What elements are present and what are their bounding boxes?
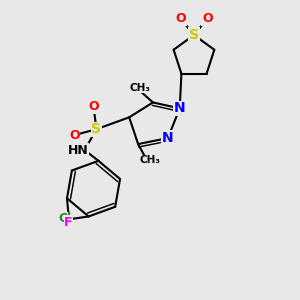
Text: O: O: [88, 100, 99, 113]
Text: O: O: [69, 129, 80, 142]
Text: N: N: [174, 101, 185, 116]
Text: S: S: [92, 122, 101, 136]
Text: CH₃: CH₃: [140, 155, 160, 165]
Text: O: O: [202, 12, 213, 25]
Text: S: S: [189, 28, 199, 42]
Text: Cl: Cl: [58, 212, 71, 225]
Text: CH₃: CH₃: [129, 82, 150, 93]
Text: O: O: [175, 12, 186, 25]
Text: N: N: [162, 131, 174, 145]
Text: HN: HN: [68, 143, 88, 157]
Text: F: F: [64, 216, 73, 229]
